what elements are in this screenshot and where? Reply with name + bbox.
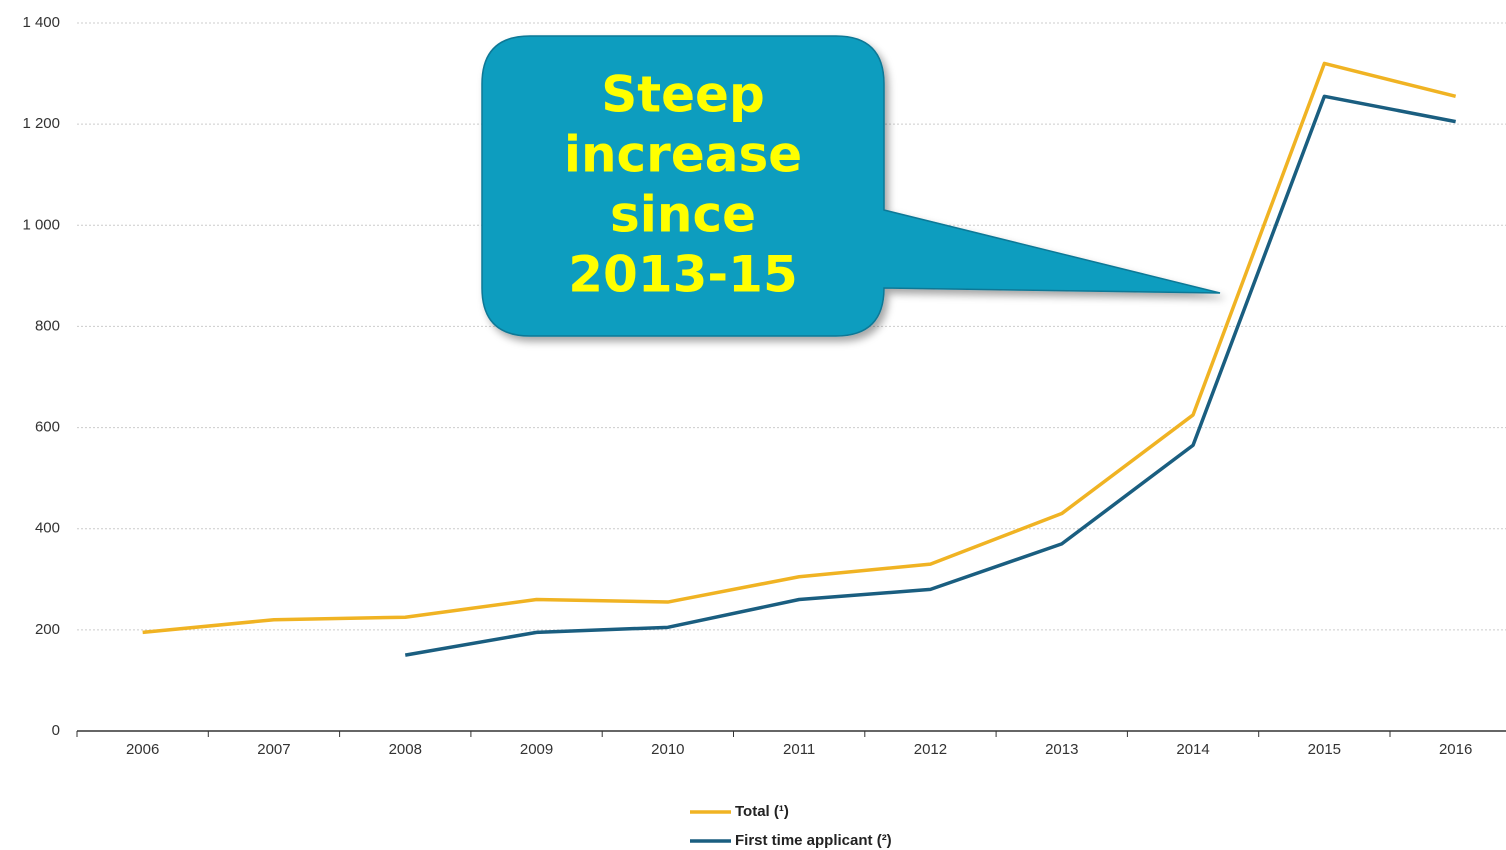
series-line xyxy=(404,94,1456,657)
y-tick-label: 0 xyxy=(52,722,60,739)
y-tick-label: 800 xyxy=(35,317,60,334)
callout-shape xyxy=(481,35,1221,337)
y-tick-label: 1 400 xyxy=(22,14,60,31)
y-tick-label: 600 xyxy=(35,419,60,436)
x-tick-label: 2009 xyxy=(520,741,553,758)
plot-area: 0 200 400 600 800 1 000 1 200 1 400 2006 2007 2008… xyxy=(22,14,1506,758)
x-tick-label: 2010 xyxy=(651,741,684,758)
callout-line: Steep xyxy=(601,66,765,124)
x-tick-label: 2006 xyxy=(126,741,159,758)
x-tick-label: 2016 xyxy=(1439,741,1472,758)
y-tick-label: 1 000 xyxy=(22,216,60,233)
callout-line: since xyxy=(610,186,756,244)
legend-label: Total (¹) xyxy=(735,803,789,820)
callout-line: increase xyxy=(564,126,802,184)
callout-line: 2013-15 xyxy=(568,246,798,304)
legend-label: First time applicant (²) xyxy=(735,832,892,849)
legend: Total (¹) First time applicant (²) xyxy=(690,803,892,849)
callout xyxy=(481,35,1221,337)
x-tick-label: 2011 xyxy=(783,741,815,758)
y-tick-label: 1 200 xyxy=(22,115,60,132)
y-tick-label: 200 xyxy=(35,621,60,638)
x-tick-label: 2015 xyxy=(1308,741,1341,758)
series-line xyxy=(142,61,1457,635)
x-tick-label: 2013 xyxy=(1045,741,1078,758)
x-tick-label: 2007 xyxy=(257,741,290,758)
x-tick-label: 2014 xyxy=(1176,741,1209,758)
x-tick-label: 2012 xyxy=(914,741,947,758)
x-tick-label: 2008 xyxy=(389,741,422,758)
y-tick-label: 400 xyxy=(35,520,60,537)
